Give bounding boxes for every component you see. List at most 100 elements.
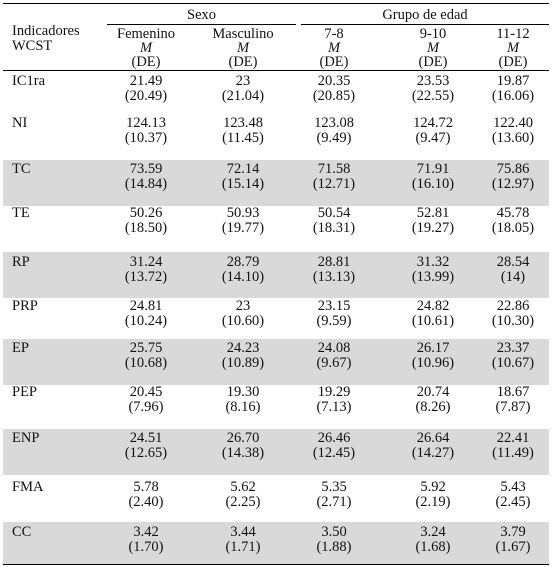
cell-mean: 19.87 [496,73,530,89]
cell-sd: (16.06) [491,88,535,104]
row-shade-enp [3,429,549,475]
row-label: RP [12,254,30,270]
cell-mean: 26.70 [226,430,260,446]
cell-mean: 50.93 [226,205,260,221]
cell-mean: 23 [235,73,251,89]
cell-sd: (11.49) [492,445,534,461]
cell-mean: 28.79 [226,254,260,270]
column-stat-mean: M [327,40,341,56]
cell-sd: (10.67) [491,355,535,371]
row-label: NI [12,115,28,131]
cell-sd: (13.99) [411,269,455,285]
cell-sd: (12.65) [124,445,168,461]
cell-sd: (12.45) [312,445,356,461]
column-stat-sd: (DE) [498,54,528,70]
cell-mean: 124.13 [126,115,166,131]
cell-mean: 75.86 [496,161,530,177]
cell-sd: (14.27) [411,445,455,461]
header-indicadores: Indicadores [12,23,80,39]
cell-sd: (12.71) [312,176,356,192]
row-label: PRP [12,298,38,314]
column-stat-mean: M [236,40,250,56]
cell-sd: (13.60) [491,130,535,146]
cell-mean: 26.17 [416,340,450,356]
cell-sd: (1.88) [316,539,352,555]
cell-mean: 23 [235,298,251,314]
cell-mean: 23.37 [496,340,530,356]
cell-mean: 22.86 [496,298,530,314]
column-header: 7-8 [324,26,344,42]
cell-sd: (11.45) [222,130,264,146]
cell-mean: 22.41 [496,430,530,446]
cell-sd: (13.72) [124,269,168,285]
header-rule [3,70,549,71]
cell-mean: 24.82 [416,298,450,314]
row-label: FMA [12,479,44,495]
cell-sd: (10.61) [411,313,455,329]
sexo-rule [107,24,296,25]
cell-sd: (18.31) [312,220,356,236]
cell-sd: (2.45) [495,494,531,510]
cell-sd: (19.77) [221,220,265,236]
cell-mean: 122.40 [493,115,533,131]
column-stat-sd: (DE) [418,54,448,70]
cell-sd: (1.67) [495,539,531,555]
column-stat-mean: M [426,40,440,56]
cell-sd: (9.59) [316,313,352,329]
cell-sd: (12.97) [491,176,535,192]
cell-mean: 24.81 [129,298,163,314]
cell-sd: (21.04) [221,88,265,104]
cell-sd: (20.85) [312,88,356,104]
cell-sd: (8.16) [225,399,261,415]
cell-sd: (18.05) [491,220,535,236]
cell-mean: 25.75 [129,340,163,356]
column-header: Masculino [212,26,274,42]
cell-sd: (7.87) [495,399,531,415]
cell-mean: 20.74 [416,384,450,400]
cell-sd: (13.13) [312,269,356,285]
cell-sd: (9.49) [316,130,352,146]
cell-sd: (2.19) [415,494,451,510]
cell-mean: 28.81 [317,254,351,270]
top-rule [3,3,549,4]
row-shade-rp [3,252,549,298]
cell-sd: (14) [500,269,526,285]
cell-mean: 23.53 [416,73,450,89]
cell-sd: (8.26) [415,399,451,415]
cell-sd: (14.38) [221,445,265,461]
cell-mean: 73.59 [129,161,163,177]
row-label: EP [12,340,29,356]
cell-mean: 24.23 [226,340,260,356]
cell-sd: (10.68) [124,355,168,371]
cell-sd: (2.71) [316,494,352,510]
cell-sd: (7.96) [128,399,164,415]
column-stat-mean: M [506,40,520,56]
header-wcst: WCST [12,38,53,54]
row-label: IC1ra [12,73,46,89]
row-label: TE [12,205,30,221]
cell-mean: 52.81 [416,205,450,221]
cell-mean: 26.46 [317,430,351,446]
cell-mean: 19.30 [226,384,260,400]
cell-mean: 23.15 [317,298,351,314]
cell-sd: (10.60) [221,313,265,329]
cell-sd: (10.96) [411,355,455,371]
cell-sd: (20.49) [124,88,168,104]
cell-mean: 50.26 [129,205,163,221]
cell-mean: 21.49 [129,73,163,89]
cell-mean: 3.50 [321,524,347,540]
row-label: ENP [12,430,40,446]
cell-sd: (9.67) [316,355,352,371]
cell-mean: 28.54 [496,254,530,270]
cell-mean: 124.72 [413,115,453,131]
cell-mean: 5.62 [230,479,256,495]
cell-sd: (15.14) [221,176,265,192]
cell-sd: (10.24) [124,313,168,329]
cell-sd: (16.10) [411,176,455,192]
cell-sd: (18.50) [124,220,168,236]
cell-mean: 3.79 [500,524,526,540]
cell-mean: 5.43 [500,479,526,495]
bottom-rule [3,564,549,565]
cell-mean: 123.08 [314,115,354,131]
